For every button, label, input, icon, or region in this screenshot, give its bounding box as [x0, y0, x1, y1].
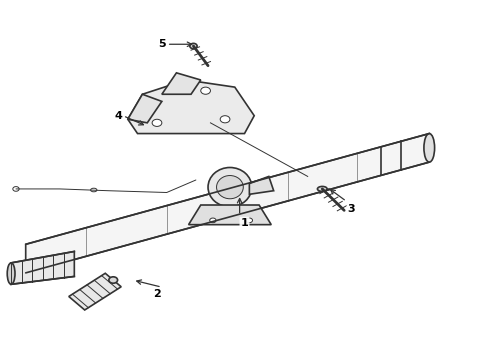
Polygon shape — [26, 134, 428, 273]
Ellipse shape — [189, 43, 197, 49]
Text: 3: 3 — [347, 203, 355, 213]
Ellipse shape — [7, 263, 15, 284]
Text: 5: 5 — [158, 39, 165, 49]
Polygon shape — [127, 94, 162, 123]
Ellipse shape — [152, 119, 162, 126]
Polygon shape — [188, 205, 271, 225]
Polygon shape — [162, 73, 201, 94]
Ellipse shape — [245, 218, 252, 223]
Polygon shape — [69, 273, 121, 310]
Text: 1: 1 — [240, 218, 248, 228]
Ellipse shape — [109, 277, 117, 283]
Ellipse shape — [220, 116, 229, 123]
Ellipse shape — [207, 167, 251, 207]
Polygon shape — [11, 251, 74, 284]
Ellipse shape — [201, 87, 210, 94]
Ellipse shape — [90, 188, 97, 192]
Ellipse shape — [13, 186, 19, 191]
Polygon shape — [249, 176, 273, 194]
Polygon shape — [127, 80, 254, 134]
Text: 2: 2 — [153, 289, 161, 299]
Ellipse shape — [423, 134, 434, 162]
Text: 4: 4 — [114, 111, 122, 121]
Ellipse shape — [216, 176, 243, 199]
Ellipse shape — [209, 218, 216, 223]
Ellipse shape — [317, 186, 326, 192]
